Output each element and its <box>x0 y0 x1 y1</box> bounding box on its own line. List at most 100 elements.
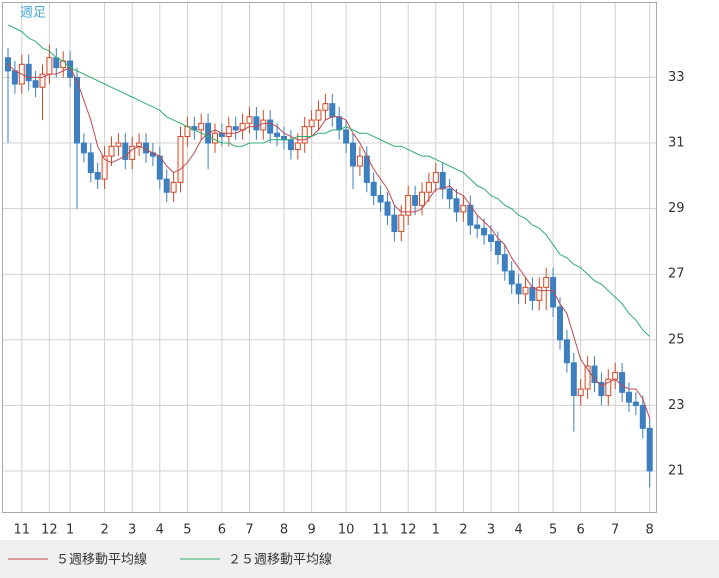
x-tick-label: 1 <box>66 523 74 538</box>
candle-body <box>212 132 218 144</box>
candle-body <box>336 116 343 131</box>
y-tick-label: 29 <box>668 201 685 216</box>
candle-body <box>87 152 94 174</box>
candle-body <box>184 126 191 137</box>
candle-body <box>370 181 377 197</box>
y-tick-label: 33 <box>668 70 685 85</box>
candle-body <box>612 372 619 380</box>
candle-body <box>356 155 363 167</box>
legend: ５週移動平均線 ２５週移動平均線 <box>8 552 332 568</box>
candle-body <box>626 391 632 403</box>
x-tick-label: 4 <box>156 523 164 538</box>
x-tick-label: 1 <box>432 523 440 538</box>
candle-body <box>460 204 467 213</box>
candle-body <box>425 181 432 193</box>
candle-body <box>494 240 501 256</box>
candle-body <box>412 195 419 206</box>
candle-body <box>419 191 425 206</box>
candle-body <box>598 381 605 397</box>
candle-body <box>308 119 315 128</box>
candle-body <box>156 155 163 180</box>
candle-body <box>11 70 18 85</box>
candle-body <box>115 142 122 147</box>
candle-body <box>563 339 570 364</box>
legend-label: ２５週移動平均線 <box>228 552 332 568</box>
candle-body <box>405 195 412 216</box>
candle-body <box>163 178 170 193</box>
moving-average-line <box>7 63 651 419</box>
x-tick-label: 3 <box>487 523 495 538</box>
candle-body <box>646 427 653 472</box>
candle-body <box>639 404 646 429</box>
candle-body <box>143 142 149 154</box>
y-tick-label: 21 <box>668 464 685 479</box>
chart-label: 週足 <box>20 6 46 21</box>
x-tick-label: 4 <box>514 523 522 538</box>
candle-body <box>343 129 350 144</box>
x-tick-label: 5 <box>183 523 191 538</box>
candle-body <box>446 188 453 200</box>
x-tick-label: 8 <box>280 523 288 538</box>
x-tick-label: 11 <box>372 523 389 538</box>
y-tick-label: 25 <box>668 332 685 347</box>
candle-body <box>260 119 267 131</box>
candle-body <box>129 145 136 160</box>
candle-body <box>46 57 53 75</box>
candle-body <box>94 172 101 180</box>
plot-area <box>2 2 657 513</box>
candle-body <box>101 155 108 180</box>
candle-body <box>508 270 515 285</box>
x-tick-label: 6 <box>218 523 226 538</box>
candle-body <box>391 214 398 233</box>
x-tick-label: 7 <box>611 523 619 538</box>
y-tick-label: 31 <box>668 136 685 151</box>
candle-body <box>515 283 522 295</box>
y-tick-label: 23 <box>668 398 685 413</box>
candle-body <box>384 201 391 216</box>
candle-body <box>246 116 253 124</box>
x-tick-label: 9 <box>307 523 315 538</box>
candle-body <box>439 172 446 190</box>
x-tick-label: 2 <box>459 523 467 538</box>
candle-body <box>225 126 232 137</box>
candle-body <box>315 109 322 121</box>
candle-body <box>267 119 274 134</box>
candle-body <box>108 145 115 157</box>
legend-area <box>0 540 719 578</box>
candle-body <box>232 126 239 131</box>
candle-body <box>529 286 536 301</box>
candle-body <box>25 63 32 82</box>
candle-body <box>329 103 336 118</box>
x-tick-label: 12 <box>41 523 58 538</box>
candle-body <box>198 122 205 131</box>
candle-body <box>591 365 598 383</box>
candle-body <box>253 116 260 131</box>
candle-body <box>322 103 329 111</box>
candle-body <box>74 76 80 144</box>
candle-body <box>122 142 129 160</box>
legend-label: ５週移動平均線 <box>56 552 147 568</box>
x-tick-label: 5 <box>549 523 557 538</box>
candle-body <box>301 126 308 144</box>
candle-body <box>632 401 639 406</box>
x-tick-label: 2 <box>100 523 108 538</box>
candle-body <box>67 60 74 78</box>
candle-body <box>570 362 577 397</box>
candle-body <box>577 388 584 397</box>
candle-body <box>377 195 384 203</box>
candle-body <box>294 142 301 151</box>
candle-body <box>536 286 543 301</box>
x-tick-label: 12 <box>400 523 417 538</box>
candle-body <box>543 276 550 288</box>
candle-body <box>488 234 494 242</box>
candle-body <box>274 132 281 137</box>
candle-body <box>474 224 481 229</box>
x-tick-label: 11 <box>14 523 31 538</box>
candle-body <box>432 172 439 183</box>
y-tick-label: 27 <box>668 267 685 282</box>
x-tick-label: 8 <box>646 523 654 538</box>
marks <box>5 24 653 488</box>
